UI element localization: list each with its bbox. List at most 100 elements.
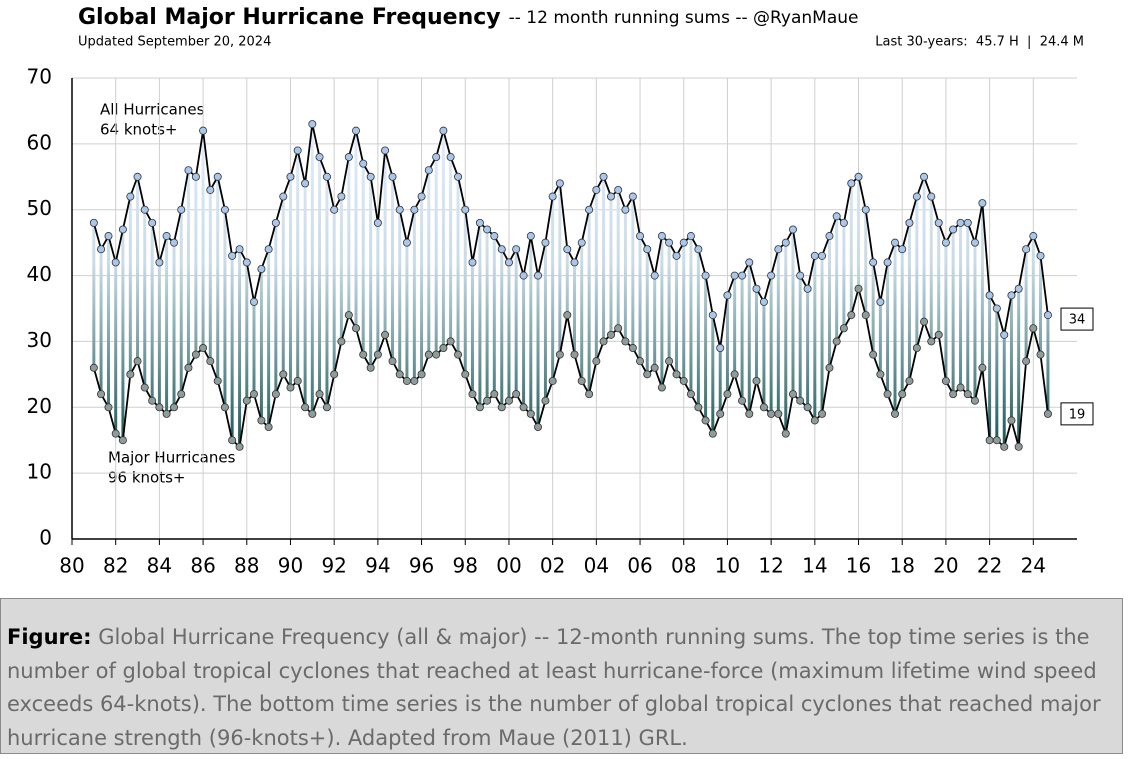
data-point bbox=[381, 330, 390, 339]
x-tick-label: 86 bbox=[190, 554, 215, 578]
data-point bbox=[825, 232, 834, 241]
data-point bbox=[432, 153, 441, 162]
data-point bbox=[796, 271, 805, 280]
title: Global Major Hurricane Frequency bbox=[78, 5, 501, 30]
data-point bbox=[461, 370, 470, 379]
data-point bbox=[104, 403, 113, 412]
data-point bbox=[847, 311, 856, 320]
data-point bbox=[774, 409, 783, 418]
data-point bbox=[271, 390, 280, 399]
data-point bbox=[439, 344, 448, 353]
chart: Global Major Hurricane Frequency -- 12 mo… bbox=[27, 5, 1094, 578]
data-point bbox=[148, 218, 157, 227]
data-point bbox=[111, 429, 120, 438]
data-point bbox=[592, 357, 601, 366]
data-point bbox=[490, 390, 499, 399]
data-point bbox=[490, 232, 499, 241]
data-point bbox=[992, 304, 1001, 313]
data-point bbox=[920, 172, 929, 181]
data-point bbox=[839, 324, 848, 333]
data-point bbox=[534, 271, 543, 280]
data-point bbox=[818, 409, 827, 418]
data-point bbox=[781, 238, 790, 247]
data-point bbox=[570, 258, 579, 267]
data-point bbox=[818, 251, 827, 260]
x-tick-label: 80 bbox=[59, 554, 84, 578]
data-point bbox=[228, 251, 237, 260]
y-tick-label: 50 bbox=[27, 196, 52, 220]
data-point bbox=[286, 172, 295, 181]
data-point bbox=[905, 376, 914, 385]
x-tick-label: 92 bbox=[321, 554, 346, 578]
data-point bbox=[118, 225, 127, 234]
data-point bbox=[519, 271, 528, 280]
data-point bbox=[949, 390, 958, 399]
data-point bbox=[235, 442, 244, 451]
data-point bbox=[970, 396, 979, 405]
data-point bbox=[1029, 324, 1038, 333]
data-point bbox=[912, 344, 921, 353]
data-point bbox=[621, 205, 630, 214]
caption: Figure: Global Hurricane Frequency (all … bbox=[0, 598, 1123, 754]
data-point bbox=[213, 172, 222, 181]
data-point bbox=[220, 205, 229, 214]
x-tick-label: 00 bbox=[496, 554, 521, 578]
data-point bbox=[337, 192, 346, 201]
data-point bbox=[767, 271, 776, 280]
data-point bbox=[468, 390, 477, 399]
data-point bbox=[206, 185, 215, 194]
data-point bbox=[293, 146, 302, 155]
data-point bbox=[162, 232, 171, 241]
data-point bbox=[322, 403, 331, 412]
end-label-box bbox=[1060, 402, 1094, 426]
data-point bbox=[133, 357, 142, 366]
data-point bbox=[708, 311, 717, 320]
data-point bbox=[788, 390, 797, 399]
data-point bbox=[788, 225, 797, 234]
data-point bbox=[599, 172, 608, 181]
data-point bbox=[432, 350, 441, 359]
x-tick-label: 22 bbox=[977, 554, 1002, 578]
data-point bbox=[745, 409, 754, 418]
data-point bbox=[701, 416, 710, 425]
x-tick-label: 04 bbox=[584, 554, 609, 578]
data-point bbox=[337, 337, 346, 346]
data-point bbox=[927, 337, 936, 346]
data-point bbox=[869, 258, 878, 267]
x-tick-label: 18 bbox=[889, 554, 914, 578]
data-point bbox=[599, 337, 608, 346]
data-point bbox=[985, 291, 994, 300]
data-point bbox=[839, 218, 848, 227]
y-tick-label: 10 bbox=[27, 460, 52, 484]
x-tick-label: 84 bbox=[147, 554, 172, 578]
data-point bbox=[359, 350, 368, 359]
data-point bbox=[854, 172, 863, 181]
data-point bbox=[1007, 416, 1016, 425]
data-point bbox=[949, 225, 958, 234]
data-point bbox=[410, 205, 419, 214]
x-tick-label: 98 bbox=[453, 554, 478, 578]
data-point bbox=[526, 232, 535, 241]
data-point bbox=[1036, 350, 1045, 359]
data-point bbox=[803, 284, 812, 293]
end-label-box bbox=[1060, 307, 1094, 331]
data-point bbox=[985, 436, 994, 445]
x-tick-label: 02 bbox=[540, 554, 565, 578]
data-point bbox=[563, 311, 572, 320]
data-point bbox=[315, 390, 324, 399]
end-label: 34 bbox=[1069, 313, 1086, 328]
data-point bbox=[934, 218, 943, 227]
data-point bbox=[970, 238, 979, 247]
data-point bbox=[228, 436, 237, 445]
data-point bbox=[1029, 232, 1038, 241]
subtitle: -- 12 month running sums -- @RyanMaue bbox=[509, 8, 859, 28]
data-point bbox=[847, 179, 856, 188]
data-point bbox=[767, 409, 776, 418]
updated: Updated September 20, 2024 bbox=[78, 35, 271, 50]
data-point bbox=[876, 370, 885, 379]
data-point bbox=[810, 251, 819, 260]
data-point bbox=[686, 232, 695, 241]
data-point bbox=[475, 218, 484, 227]
data-point bbox=[126, 192, 135, 201]
data-point bbox=[1022, 245, 1031, 254]
